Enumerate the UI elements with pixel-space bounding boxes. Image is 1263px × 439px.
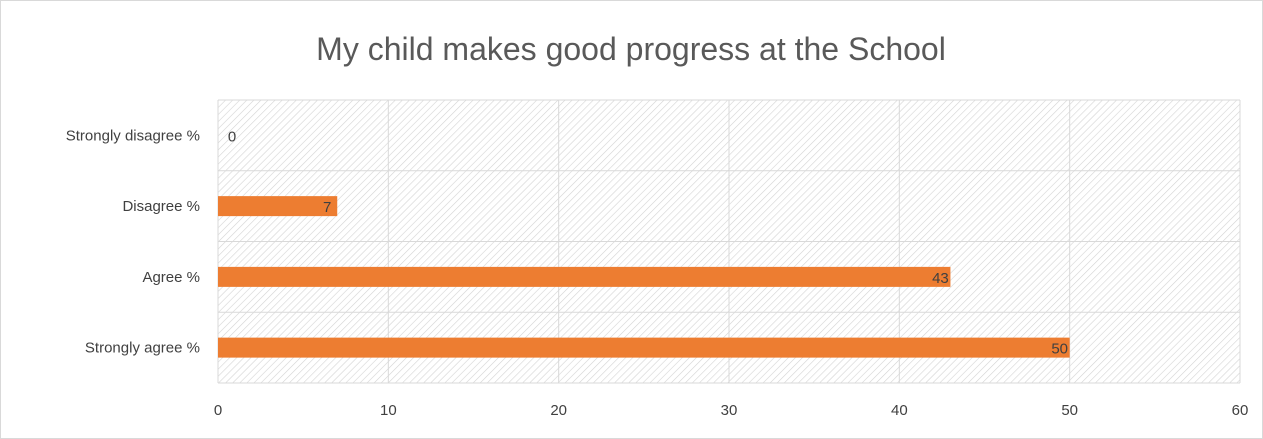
x-tick-label: 30: [721, 402, 738, 419]
data-labels: 0 7 43 50: [228, 128, 1068, 357]
bars: [218, 196, 1070, 358]
x-tick-label: 50: [1061, 402, 1078, 419]
data-label: 50: [1051, 341, 1068, 358]
x-tick-label: 60: [1232, 402, 1249, 419]
category-labels: Strongly disagree % Disagree % Agree % Stro…: [66, 127, 200, 356]
x-tick-label: 40: [891, 402, 908, 419]
gridlines: [217, 99, 1241, 384]
data-label: 7: [323, 199, 331, 216]
category-label: Strongly agree %: [85, 340, 200, 357]
category-label: Strongly disagree %: [66, 127, 200, 144]
category-label: Disagree %: [122, 198, 200, 215]
bar: [218, 196, 338, 217]
category-label: Agree %: [142, 269, 200, 286]
bar: [218, 337, 1070, 358]
data-label: 0: [228, 128, 236, 145]
x-tick-labels: 0 10 20 30 40 50 60: [214, 402, 1249, 419]
x-tick-label: 10: [380, 402, 397, 419]
bar: [218, 266, 951, 287]
x-tick-label: 20: [550, 402, 567, 419]
data-label: 43: [932, 270, 949, 287]
chart-title: My child makes good progress at the Scho…: [316, 31, 946, 67]
x-tick-label: 0: [214, 402, 222, 419]
